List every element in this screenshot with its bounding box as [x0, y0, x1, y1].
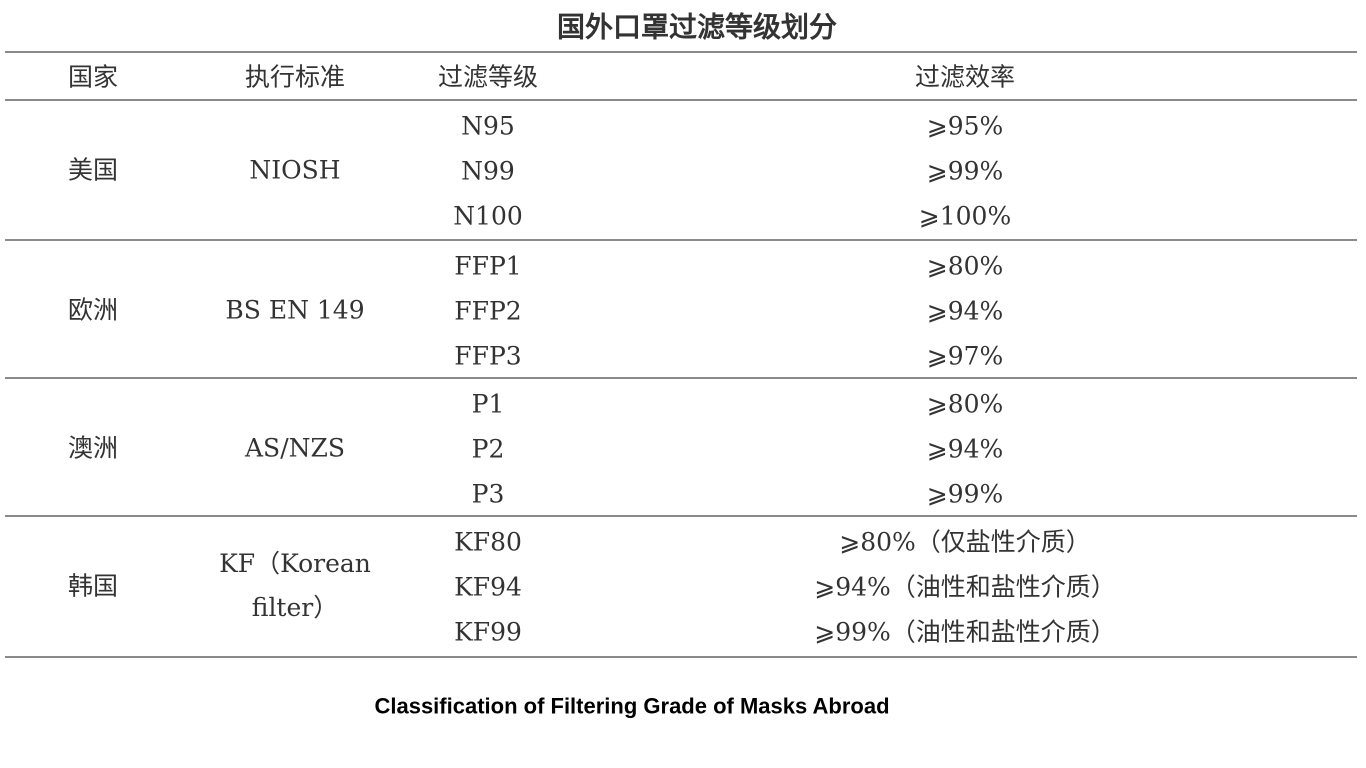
caption: Classification of Filtering Grade of Mas… — [374, 693, 890, 719]
grade-cell: P1 — [471, 389, 505, 419]
efficiency-cell: ⩾94% — [926, 296, 1004, 326]
country-cell: 欧洲 — [67, 295, 119, 325]
efficiency-cell: ⩾100% — [918, 201, 1012, 231]
rule — [5, 99, 1357, 101]
header-cell: 过滤等级 — [437, 62, 539, 92]
country-cell: 澳洲 — [67, 433, 119, 463]
grade-cell: P2 — [471, 434, 505, 464]
efficiency-cell: ⩾94% — [926, 434, 1004, 464]
efficiency-cell: ⩾80% — [926, 251, 1004, 281]
grade-cell: FFP2 — [454, 296, 522, 326]
country-cell: 韩国 — [67, 571, 119, 601]
standard-cell: AS/NZS — [245, 433, 345, 463]
grade-cell: N100 — [453, 201, 523, 231]
grade-cell: P3 — [471, 479, 505, 509]
grade-cell: FFP1 — [454, 251, 522, 281]
efficiency-cell: ⩾94%（油性和盐性介质） — [814, 572, 1116, 602]
rule — [5, 377, 1357, 379]
efficiency-cell: ⩾99% — [926, 479, 1004, 509]
grade-cell: KF80 — [454, 527, 522, 557]
header-cell: 过滤效率 — [914, 62, 1016, 92]
efficiency-cell: ⩾97% — [926, 341, 1004, 371]
rule — [5, 515, 1357, 517]
rule — [5, 239, 1357, 241]
efficiency-cell: ⩾80%（仅盐性介质） — [839, 527, 1091, 557]
grade-cell: KF94 — [454, 572, 522, 602]
table-title: 国外口罩过滤等级划分 — [556, 10, 838, 44]
standard-cell: BS EN 149 — [225, 295, 365, 325]
grade-cell: FFP3 — [454, 341, 522, 371]
rule — [5, 656, 1357, 658]
efficiency-cell: ⩾99%（油性和盐性介质） — [814, 617, 1116, 647]
country-cell: 美国 — [67, 155, 119, 185]
header-cell: 执行标准 — [244, 62, 346, 92]
efficiency-cell: ⩾80% — [926, 389, 1004, 419]
grade-cell: KF99 — [454, 617, 522, 647]
rule — [5, 51, 1357, 53]
grade-cell: N99 — [461, 156, 515, 186]
standard-cell: KF（Korean filter） — [219, 549, 371, 622]
standard-cell: NIOSH — [249, 155, 341, 185]
efficiency-cell: ⩾95% — [926, 111, 1004, 141]
efficiency-cell: ⩾99% — [926, 156, 1004, 186]
grade-cell: N95 — [461, 111, 515, 141]
header-cell: 国家 — [67, 62, 119, 92]
